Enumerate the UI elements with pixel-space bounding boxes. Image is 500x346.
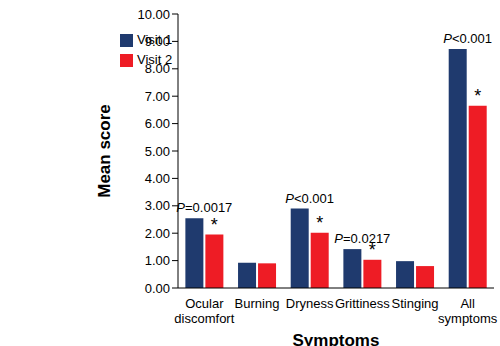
svg-text:Oculardiscomfort: Oculardiscomfort	[174, 296, 234, 326]
svg-text:Burning: Burning	[235, 296, 280, 311]
svg-text:P<0.001: P<0.001	[285, 191, 334, 206]
svg-text:4.00: 4.00	[145, 171, 170, 186]
svg-text:0.00: 0.00	[145, 281, 170, 296]
svg-text:Symptoms: Symptoms	[293, 331, 380, 346]
svg-text:Allsymptoms: Allsymptoms	[438, 296, 492, 326]
svg-text:P<0.001: P<0.001	[443, 31, 492, 46]
svg-text:2.00: 2.00	[145, 226, 170, 241]
svg-text:*: *	[211, 215, 218, 235]
svg-text:*: *	[369, 240, 376, 260]
svg-text:P=0.0017: P=0.0017	[176, 200, 232, 215]
svg-text:6.00: 6.00	[145, 116, 170, 131]
svg-text:7.00: 7.00	[145, 89, 170, 104]
svg-text:*: *	[316, 213, 323, 233]
svg-text:P=0.0217: P=0.0217	[334, 231, 390, 246]
svg-text:*: *	[474, 86, 481, 106]
svg-text:Mean score: Mean score	[95, 104, 114, 198]
svg-text:Stinging: Stinging	[392, 296, 439, 311]
svg-text:3.00: 3.00	[145, 198, 170, 213]
svg-text:9.00: 9.00	[145, 34, 170, 49]
svg-text:Grittiness: Grittiness	[335, 296, 390, 311]
svg-text:1.00: 1.00	[145, 253, 170, 268]
svg-text:8.00: 8.00	[145, 61, 170, 76]
svg-text:Dryness: Dryness	[286, 296, 334, 311]
svg-text:5.00: 5.00	[145, 144, 170, 159]
svg-text:10.00: 10.00	[137, 7, 170, 22]
